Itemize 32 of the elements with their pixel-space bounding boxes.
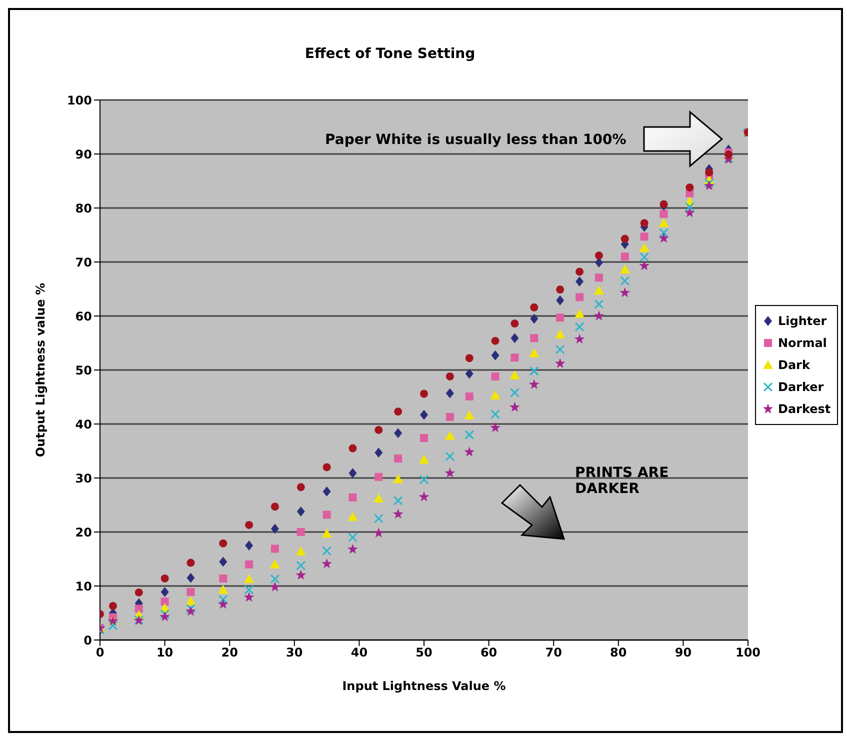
legend-label: Darkest xyxy=(778,402,831,416)
y-tick-label: 80 xyxy=(75,201,92,216)
y-tick-label: 10 xyxy=(75,579,92,594)
x-tick-label: 80 xyxy=(610,646,627,660)
y-tick-label: 30 xyxy=(75,471,92,486)
x-tick-label: 0 xyxy=(96,646,104,660)
x-tick-label: 100 xyxy=(735,646,761,660)
x-tick-label: 70 xyxy=(545,646,562,660)
y-tick-label: 20 xyxy=(75,525,92,540)
y-tick-label: 60 xyxy=(75,309,92,324)
legend-label: Dark xyxy=(778,358,810,372)
x-tick-label: 90 xyxy=(674,646,692,660)
y-tick-label: 90 xyxy=(75,147,92,162)
annotation: PRINTS ARE DARKER xyxy=(575,465,670,497)
x-tick-label: 20 xyxy=(221,646,238,660)
x-tick-label: 50 xyxy=(416,646,432,660)
legend-label: Normal xyxy=(778,336,827,350)
y-tick-label: 0 xyxy=(84,633,92,648)
y-tick-label: 40 xyxy=(75,417,92,432)
legend-label: Lighter xyxy=(778,314,827,328)
y-axis-title: Output Lightness value % xyxy=(33,282,48,458)
y-tick-label: 50 xyxy=(75,363,92,378)
x-tick-label: 40 xyxy=(350,646,368,660)
x-tick-label: 10 xyxy=(156,646,174,660)
chart-title: Effect of Tone Setting xyxy=(304,46,476,62)
x-tick-label: 60 xyxy=(480,646,498,660)
y-tick-label: 70 xyxy=(75,255,92,270)
annotation: Paper White is usually less than 100% xyxy=(325,132,626,148)
legend-label: Darker xyxy=(778,380,824,394)
y-tick-label: 100 xyxy=(66,93,92,108)
x-axis-title: Input Lightness Value % xyxy=(342,679,506,693)
x-tick-label: 30 xyxy=(286,646,303,660)
